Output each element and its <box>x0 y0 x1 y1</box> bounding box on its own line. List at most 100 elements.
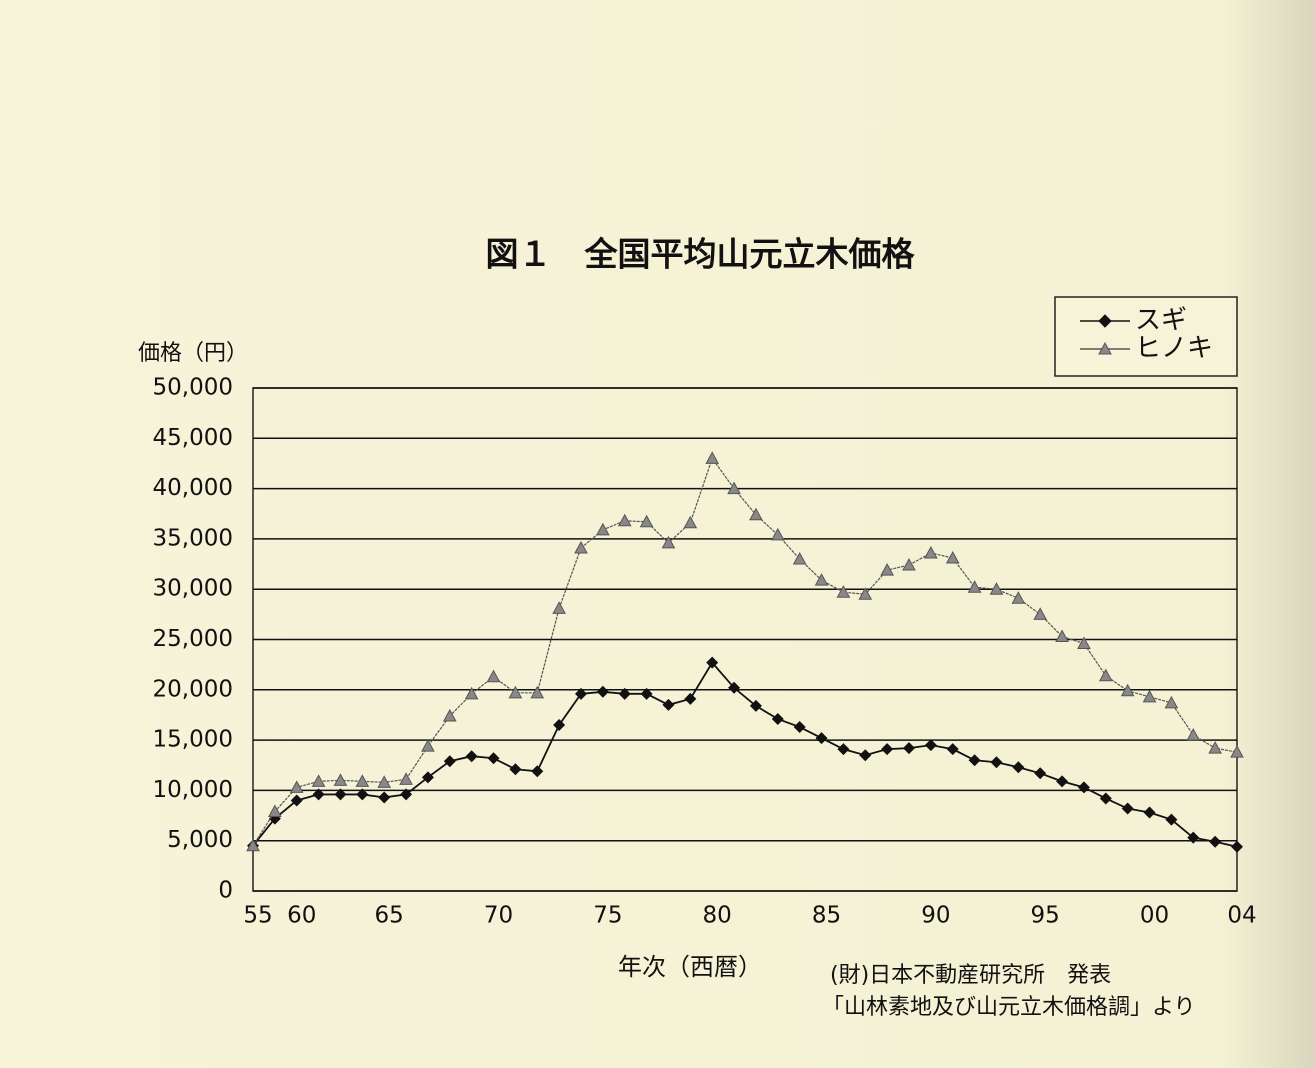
x-tick-label: 65 <box>375 903 404 929</box>
y-tick-label: 15,000 <box>153 727 233 753</box>
x-tick-label: 80 <box>703 903 732 929</box>
data-point <box>464 686 479 700</box>
data-point <box>1187 831 1200 844</box>
data-point <box>1121 802 1134 815</box>
data-point <box>246 838 260 852</box>
data-point <box>1012 761 1025 774</box>
data-point <box>487 752 500 765</box>
data-point <box>421 739 435 752</box>
data-point <box>1099 792 1112 805</box>
data-point <box>662 698 675 711</box>
y-tick-label: 25,000 <box>153 626 233 652</box>
y-axis-label: 価格（円） <box>138 341 248 366</box>
data-point <box>1143 806 1156 819</box>
data-point <box>268 804 282 818</box>
data-point <box>924 545 938 559</box>
data-point <box>792 551 807 565</box>
x-tick-label: 70 <box>484 903 513 929</box>
data-point <box>1231 840 1243 853</box>
x-tick-label: 75 <box>593 903 622 929</box>
data-point <box>749 507 763 521</box>
y-tick-label: 50,000 <box>153 375 233 401</box>
data-point <box>1055 629 1069 642</box>
series-line <box>252 457 1238 847</box>
legend-label: スギ <box>1135 306 1187 336</box>
y-tick-label: 0 <box>218 878 233 904</box>
legend-marker <box>1098 341 1112 355</box>
data-point <box>399 772 413 785</box>
data-point <box>727 481 741 495</box>
data-point <box>968 754 981 767</box>
data-point <box>640 687 653 700</box>
data-point <box>1033 607 1048 620</box>
data-point <box>333 773 348 786</box>
data-point <box>728 681 741 694</box>
data-point <box>1165 813 1178 826</box>
data-point <box>837 743 850 756</box>
source-line: (財)日本不動産研究所 発表 <box>830 963 1111 988</box>
data-point <box>989 582 1004 595</box>
data-point <box>552 601 566 614</box>
data-point <box>706 656 719 669</box>
data-point <box>334 788 347 801</box>
y-tick-label: 10,000 <box>153 777 233 803</box>
data-point <box>289 780 304 793</box>
x-tick-label: 95 <box>1031 903 1060 929</box>
data-point <box>814 573 829 586</box>
data-point <box>465 750 478 763</box>
data-point <box>836 585 851 598</box>
data-point <box>924 739 937 752</box>
data-point <box>1034 767 1047 780</box>
source-line: 「山林素地及び山元立木価格調」より <box>822 995 1196 1020</box>
data-point <box>355 774 370 787</box>
data-point <box>946 743 959 756</box>
data-point <box>617 513 632 527</box>
series-line <box>252 661 1238 848</box>
data-point <box>683 515 698 529</box>
data-point <box>486 669 501 683</box>
data-point <box>990 756 1003 769</box>
data-point <box>1077 636 1091 650</box>
y-tick-label: 35,000 <box>153 525 233 551</box>
data-point <box>661 535 676 549</box>
x-tick-label: 85 <box>812 903 841 929</box>
data-point <box>881 743 894 756</box>
data-point <box>1142 689 1157 703</box>
data-point <box>574 540 588 554</box>
data-point <box>530 685 545 699</box>
data-point <box>903 742 915 755</box>
data-point <box>596 685 609 698</box>
data-point <box>1209 835 1222 848</box>
data-point <box>1230 745 1244 758</box>
data-point <box>311 774 326 787</box>
data-point <box>1077 781 1090 794</box>
data-point <box>443 755 456 768</box>
data-point <box>508 685 523 699</box>
data-point <box>378 791 391 804</box>
data-point <box>290 794 303 807</box>
data-point <box>531 765 544 778</box>
x-tick-label: 90 <box>921 903 950 929</box>
data-point <box>312 788 325 801</box>
data-point <box>1208 741 1222 754</box>
y-tick-label: 40,000 <box>153 475 233 501</box>
data-point <box>1186 728 1201 741</box>
y-tick-label: 20,000 <box>153 676 233 702</box>
data-point <box>356 788 369 801</box>
x-tick-label: 60 <box>287 903 316 929</box>
legend-marker <box>1098 314 1112 328</box>
x-tick-label: 55 <box>243 903 272 929</box>
y-tick-label: 45,000 <box>153 425 233 451</box>
data-point <box>400 788 413 801</box>
legend-box <box>1054 296 1238 377</box>
data-point <box>421 771 434 784</box>
data-point <box>442 708 457 722</box>
data-point <box>793 721 806 734</box>
data-point <box>639 514 654 528</box>
data-point <box>945 550 960 564</box>
data-point <box>967 580 982 593</box>
data-point <box>815 732 828 745</box>
